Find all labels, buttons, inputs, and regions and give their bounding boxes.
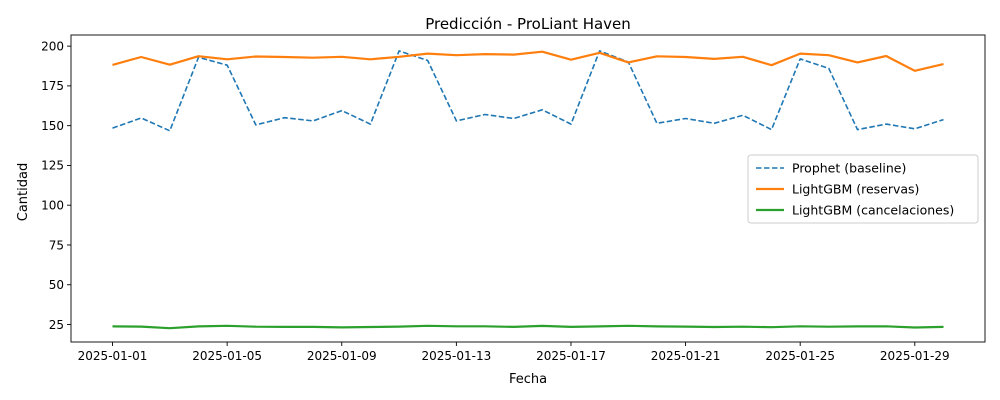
x-tick-label: 2025-01-25 — [765, 349, 835, 363]
y-axis-title: Cantidad — [16, 163, 31, 221]
legend-box — [747, 154, 979, 224]
series-line-1 — [112, 50, 944, 132]
x-tick-label: 2025-01-09 — [307, 349, 377, 363]
y-tick-label: 75 — [49, 238, 64, 252]
y-tick-label: 175 — [41, 79, 64, 93]
y-tick-label: 50 — [49, 278, 64, 292]
y-tick-label: 150 — [41, 119, 64, 133]
x-tick-label: 2025-01-13 — [421, 349, 491, 363]
plot-area — [112, 50, 944, 330]
y-tick-label: 25 — [49, 318, 64, 332]
plot-frame — [70, 34, 986, 343]
x-axis-title: Fecha — [509, 372, 547, 387]
x-tick-label: 2025-01-21 — [651, 349, 721, 363]
axes: 25 50 75 100 125 150 175 200 2025-01-01 2025-01-0… — [41, 34, 986, 363]
x-tick-label: 2025-01-17 — [536, 349, 606, 363]
y-tick-label: 200 — [41, 39, 64, 53]
x-tick-label: 2025-01-29 — [880, 349, 950, 363]
legend-label-2: LightGBM (reservas) — [792, 182, 919, 197]
legend: Prophet (baseline) LightGBM (reservas) Lig… — [747, 154, 979, 224]
x-tick-label: 2025-01-01 — [78, 349, 148, 363]
series-line-3 — [112, 324, 944, 330]
y-tick-label: 125 — [41, 159, 64, 173]
legend-label-3: LightGBM (cancelaciones) — [792, 203, 954, 218]
x-tick-label: 2025-01-05 — [192, 349, 262, 363]
series-line-2 — [112, 50, 944, 72]
chart-title: Predicción - ProLiant Haven — [425, 15, 631, 33]
legend-label-1: Prophet (baseline) — [792, 161, 906, 176]
y-tick-label: 100 — [41, 199, 64, 213]
